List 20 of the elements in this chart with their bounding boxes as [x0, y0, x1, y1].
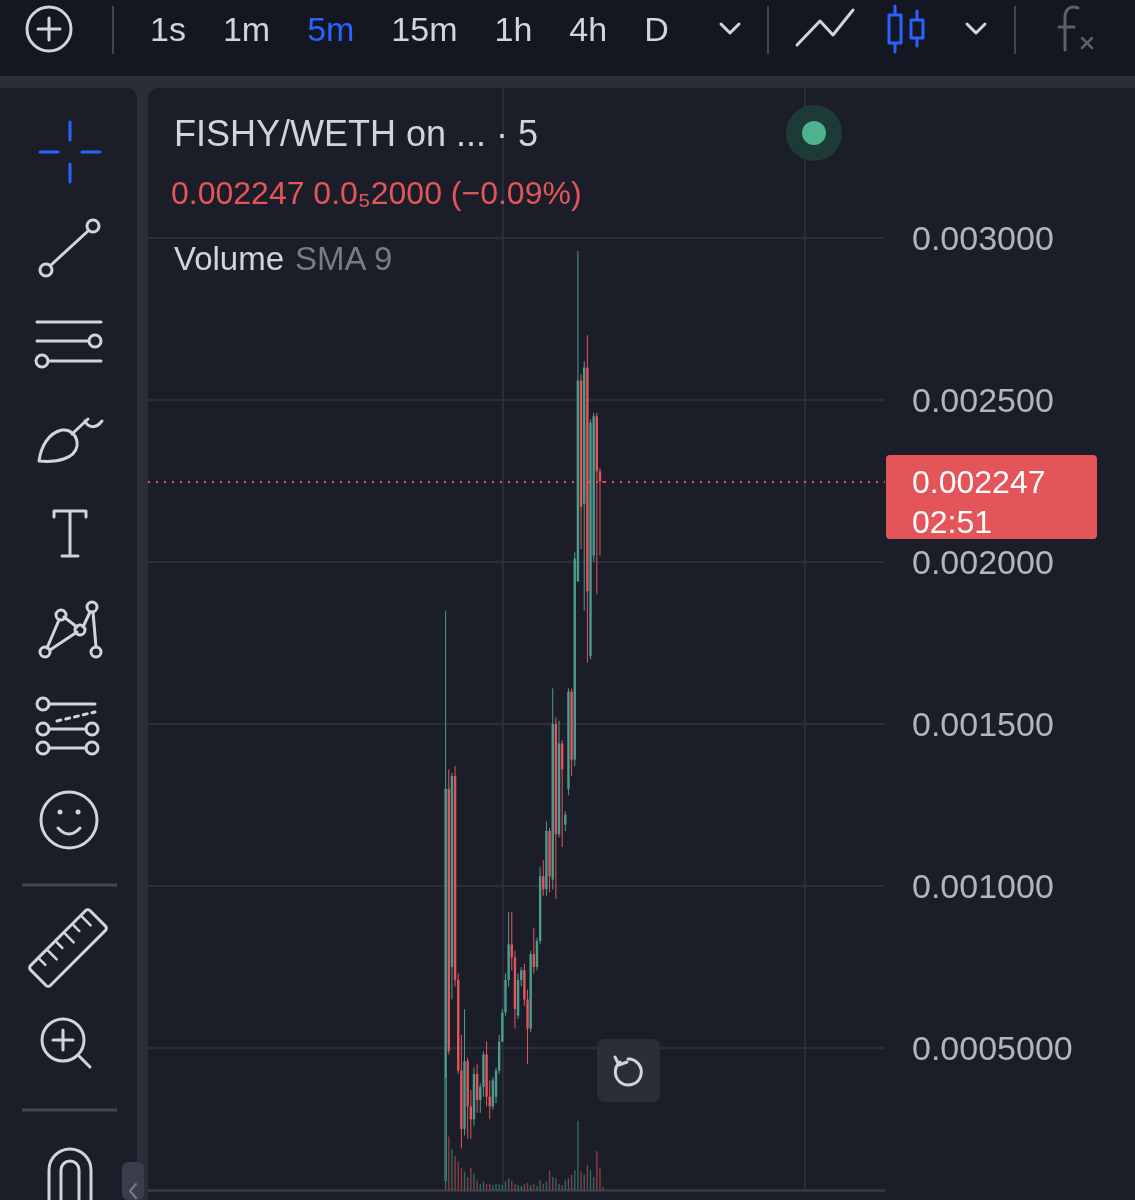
text: 1h: [494, 10, 533, 48]
annotation: Volume: [174, 239, 285, 277]
text: 02:51: [912, 503, 993, 540]
text: 15m: [391, 10, 458, 48]
y-tick-label: 0.0005000: [912, 1029, 1073, 1068]
text: 1m: [222, 10, 271, 48]
y-tick-label: 0.003000: [912, 219, 1054, 258]
text: FISHY/WETH on ... · 5: [174, 112, 539, 154]
y-tick-label: 0.002000: [912, 543, 1054, 582]
candlestick: [564, 811, 567, 832]
y-tick-label: 0.001000: [912, 867, 1054, 906]
ref-line-label: 0.002247: [912, 463, 1046, 500]
text: 1s: [150, 10, 186, 48]
text: D: [644, 10, 669, 48]
text: 5m: [307, 10, 355, 48]
text: 0.002247 0.0₅2000 (−0.09%): [171, 175, 582, 211]
y-tick-label: 0.002500: [912, 381, 1054, 420]
annotation: SMA 9: [295, 239, 393, 277]
y-tick-label: 0.001500: [912, 705, 1054, 744]
text: 4h: [569, 10, 608, 48]
